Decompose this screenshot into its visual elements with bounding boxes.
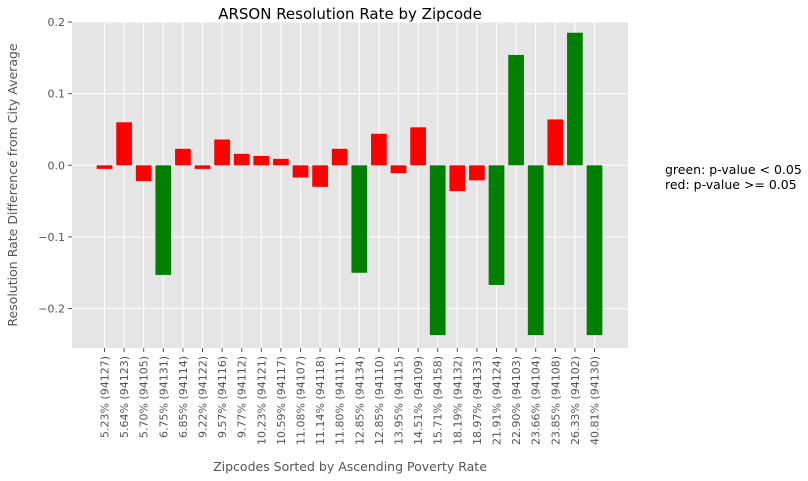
x-tick-label: 23.66% (94104) bbox=[530, 356, 543, 445]
bar bbox=[253, 155, 270, 166]
x-tick-label: 10.59% (94117) bbox=[275, 356, 288, 445]
y-axis-label: Resolution Rate Difference from City Ave… bbox=[5, 43, 20, 327]
bar bbox=[429, 165, 446, 336]
bar bbox=[508, 54, 524, 166]
x-tick-label: 5.64% (94123) bbox=[118, 356, 131, 438]
x-tick-label: 14.51% (94109) bbox=[412, 356, 425, 445]
x-tick-label: 10.23% (94121) bbox=[255, 356, 268, 445]
bar bbox=[194, 165, 211, 169]
x-tick-label: 11.08% (94107) bbox=[295, 356, 308, 445]
x-axis-ticks: 5.23% (94127) 5.64% (94123) 5.70% (94105) 6… bbox=[99, 348, 602, 445]
y-tick-label: −0.1 bbox=[38, 231, 65, 244]
x-tick-label: 12.85% (94110) bbox=[373, 356, 386, 445]
x-tick-label: 11.14% (94118) bbox=[314, 356, 327, 445]
bar bbox=[547, 119, 564, 166]
x-tick-label: 9.57% (94116) bbox=[216, 356, 229, 438]
x-tick-label: 9.22% (94122) bbox=[197, 356, 210, 438]
x-tick-label: 11.80% (94111) bbox=[334, 356, 347, 445]
x-tick-label: 13.95% (94115) bbox=[393, 356, 406, 445]
bar bbox=[331, 148, 348, 166]
y-tick-label: 0.1 bbox=[48, 88, 66, 101]
bar bbox=[155, 165, 172, 275]
bar bbox=[567, 32, 583, 166]
x-tick-label: 40.81% (94130) bbox=[589, 356, 602, 445]
bar bbox=[135, 165, 152, 182]
bar bbox=[175, 148, 191, 166]
plot-area bbox=[72, 22, 628, 348]
bar bbox=[527, 165, 544, 336]
x-tick-label: 5.23% (94127) bbox=[99, 356, 112, 438]
bars bbox=[96, 32, 603, 336]
bar bbox=[449, 165, 466, 192]
x-tick-label: 22.90% (94103) bbox=[510, 356, 523, 445]
bar bbox=[312, 165, 328, 187]
x-tick-label: 6.75% (94131) bbox=[157, 356, 170, 438]
significance-note: green: p-value < 0.05 red: p-value >= 0.… bbox=[665, 162, 802, 192]
bar bbox=[273, 158, 289, 166]
bar bbox=[116, 122, 132, 166]
bar bbox=[214, 139, 230, 166]
x-tick-label: 9.77% (94112) bbox=[236, 356, 249, 438]
x-tick-label: 5.70% (94105) bbox=[138, 356, 151, 438]
bar bbox=[586, 165, 603, 336]
bar bbox=[469, 165, 485, 181]
bar bbox=[488, 165, 505, 285]
x-tick-label: 18.97% (94133) bbox=[471, 356, 484, 445]
y-tick-label: 0.0 bbox=[48, 159, 66, 172]
bar bbox=[96, 165, 113, 169]
bar bbox=[292, 165, 309, 178]
bar bbox=[390, 165, 407, 174]
x-tick-label: 12.85% (94134) bbox=[353, 356, 366, 445]
legend-note-red: red: p-value >= 0.05 bbox=[665, 177, 797, 192]
legend-note-green: green: p-value < 0.05 bbox=[665, 162, 802, 177]
x-tick-label: 23.85% (94108) bbox=[549, 356, 562, 445]
bar bbox=[410, 127, 426, 166]
bar bbox=[351, 165, 368, 273]
bar bbox=[233, 153, 250, 166]
y-tick-label: −0.2 bbox=[38, 303, 65, 316]
x-tick-label: 21.91% (94124) bbox=[491, 356, 504, 445]
x-tick-label: 15.71% (94158) bbox=[432, 356, 445, 445]
y-axis-ticks: 0.2 0.1 0.0 −0.1 −0.2 bbox=[38, 16, 72, 316]
x-tick-label: 6.85% (94114) bbox=[177, 356, 190, 438]
x-axis-label: Zipcodes Sorted by Ascending Poverty Rat… bbox=[213, 459, 487, 474]
x-tick-label: 18.19% (94132) bbox=[451, 356, 464, 445]
bar bbox=[371, 133, 387, 166]
chart-title: ARSON Resolution Rate by Zipcode bbox=[218, 5, 482, 23]
y-tick-label: 0.2 bbox=[48, 16, 66, 29]
x-tick-label: 26.33% (94102) bbox=[569, 356, 582, 445]
